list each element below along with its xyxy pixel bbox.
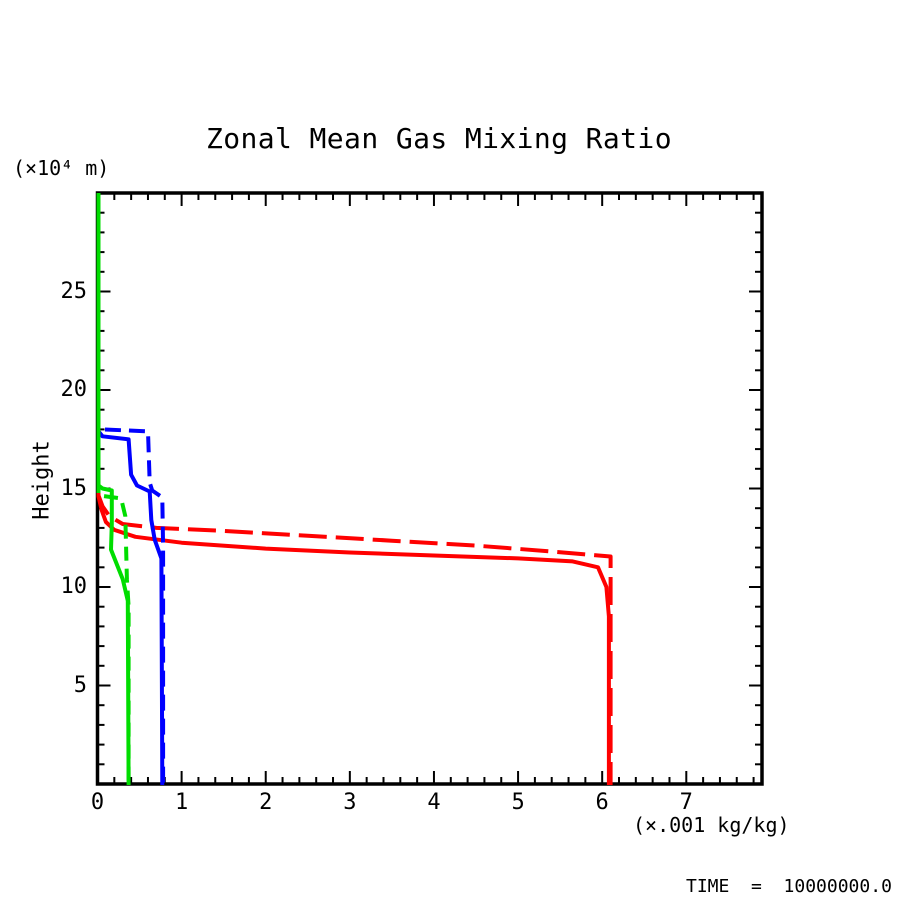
time-annotation: TIME = 10000000.0 (686, 876, 892, 897)
red-solid-curve (96, 193, 611, 785)
x-tick-label: 4 (427, 790, 441, 815)
y-tick-label: 10 (60, 574, 88, 599)
green-solid-curve (96, 193, 131, 786)
y-axis-unit-label: (×10⁴ m) (13, 156, 110, 180)
y-tick-label: 25 (60, 278, 88, 304)
y-tick-label: 20 (60, 377, 88, 402)
x-tick-label: 2 (259, 790, 273, 815)
x-tick-label: 5 (511, 790, 525, 815)
x-tick-label: 1 (174, 790, 189, 815)
x-tick-label: 7 (679, 790, 693, 815)
blue-dashed-curve (96, 193, 166, 785)
x-axis-unit-label: (×.001 kg/kg) (633, 813, 790, 837)
x-tick-label: 6 (595, 790, 609, 815)
red-dashed-curve (96, 193, 613, 785)
blue-solid-curve (96, 193, 165, 786)
x-tick-label: 3 (343, 790, 357, 815)
y-tick-label: 15 (60, 475, 88, 501)
plot-frame (95, 191, 764, 786)
x-tick-label: 0 (90, 790, 105, 815)
y-tick-label: 5 (73, 672, 87, 698)
page-title: Zonal Mean Gas Mixing Ratio (206, 122, 672, 155)
